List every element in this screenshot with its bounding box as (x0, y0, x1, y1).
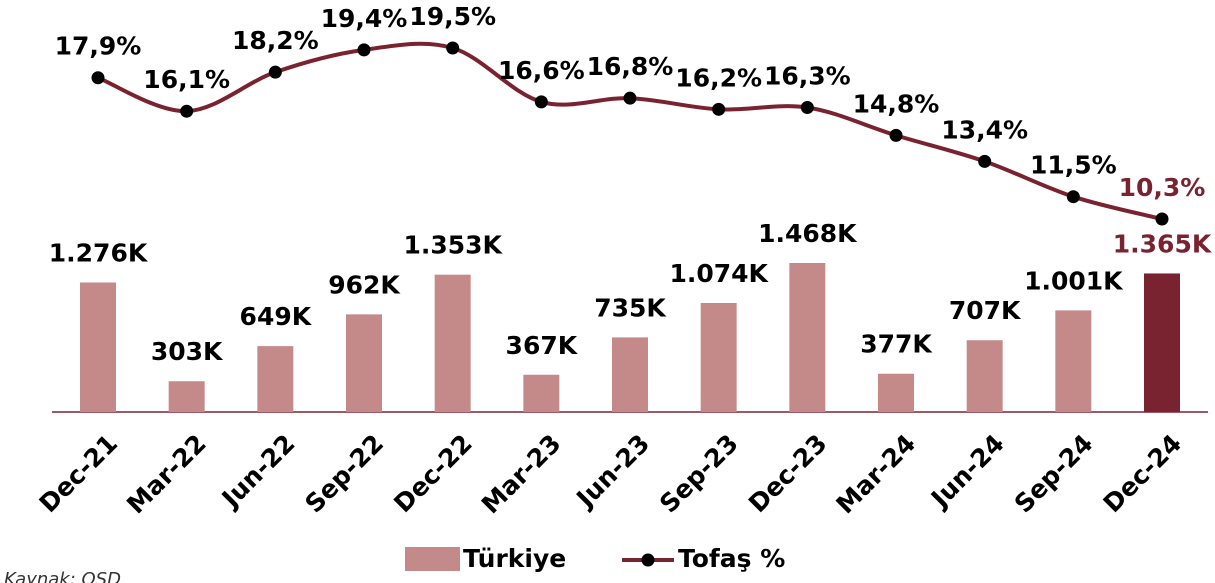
line-label: 19,5% (409, 2, 496, 31)
bar-label: 962K (328, 270, 401, 299)
line-label: 16,8% (587, 52, 674, 81)
bar-label: 1.001K (1024, 266, 1124, 295)
legend-label: Türkiye (463, 544, 566, 573)
bar (346, 314, 382, 412)
line-point (712, 102, 726, 116)
x-tick-label: Mar-24 (831, 429, 922, 520)
bar (523, 374, 560, 412)
bar-label: 1.074K (669, 259, 769, 288)
line-label: 16,3% (764, 61, 851, 90)
bar (878, 373, 914, 412)
x-tick-label: Jun-23 (570, 429, 656, 515)
bar-label: 303K (151, 337, 224, 366)
bar (789, 263, 826, 412)
line-point (268, 65, 282, 79)
legend-label: Tofaş % (678, 544, 785, 573)
bar-label: 735K (594, 293, 667, 322)
bar (434, 274, 471, 412)
bar (966, 340, 1003, 412)
x-tick-label: Jun-22 (215, 429, 301, 515)
bar (700, 302, 737, 412)
line-point (91, 71, 105, 85)
bar (257, 346, 294, 412)
bar-label: 649K (240, 302, 313, 331)
x-tick-label: Sep-24 (1009, 429, 1099, 519)
x-tick-label: Sep-22 (299, 429, 389, 519)
line-label: 16,6% (498, 56, 585, 85)
bar-label: 1.353K (403, 231, 503, 260)
line-point (978, 154, 992, 168)
bar (80, 282, 116, 412)
line-point (800, 100, 814, 114)
line-label: 16,2% (675, 63, 762, 92)
bar-label: 1.365K (1113, 229, 1213, 258)
x-tick-label: Dec-23 (743, 429, 833, 519)
bar (168, 381, 205, 412)
legend-point (641, 553, 655, 567)
line-label: 18,2% (232, 26, 319, 55)
line-point (889, 128, 903, 142)
bar-label: 707K (949, 296, 1022, 325)
x-tick-label: Jun-24 (924, 429, 1010, 515)
bar-label: 1.276K (49, 238, 149, 267)
bar (1144, 273, 1180, 412)
line-point (1155, 212, 1169, 226)
line-point (180, 104, 194, 118)
bar-label: 1.468K (758, 219, 858, 248)
line-label: 14,8% (853, 89, 940, 118)
line-point (1066, 190, 1080, 204)
line-label: 16,1% (143, 65, 230, 94)
line-point (357, 43, 371, 57)
line-point (446, 41, 460, 55)
x-tick-label: Dec-24 (1098, 429, 1188, 519)
bar (612, 337, 648, 412)
bar-label: 367K (506, 331, 579, 360)
line-label: 17,9% (55, 32, 142, 61)
line-label: 10,3% (1119, 173, 1206, 202)
line-label: 19,4% (321, 4, 408, 33)
legend-swatch (405, 547, 460, 571)
x-tick-label: Dec-22 (388, 429, 478, 519)
x-tick-label: Mar-23 (476, 429, 567, 520)
source: Kaynak: OSD (4, 569, 121, 583)
line-label: 11,5% (1030, 151, 1117, 180)
bar-label: 377K (860, 330, 933, 359)
line-label: 13,4% (941, 115, 1028, 144)
line-point (534, 95, 548, 109)
line-point (623, 91, 637, 105)
x-tick-label: Mar-22 (121, 429, 212, 520)
x-tick-label: Sep-23 (654, 429, 744, 519)
bar (1055, 310, 1092, 412)
x-tick-label: Dec-21 (34, 429, 124, 519)
